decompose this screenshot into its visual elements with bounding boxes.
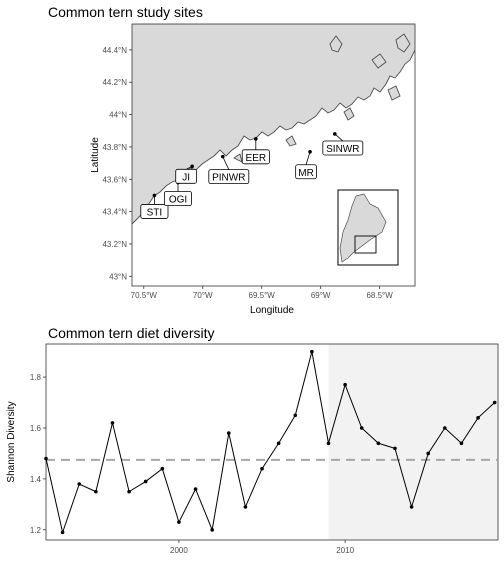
series-point xyxy=(44,457,48,461)
chart-title: Common tern diet diversity xyxy=(48,325,215,341)
series-point xyxy=(327,441,331,445)
chart-x-tick-label: 2010 xyxy=(336,546,354,555)
map-y-label: Latitude xyxy=(90,137,101,173)
series-point xyxy=(210,528,214,532)
series-point xyxy=(360,426,364,430)
series-point xyxy=(61,531,65,535)
map-x-ticks: 70.5°W 70°W 69.5°W 69°W 68.5°W xyxy=(131,286,394,300)
map-x-tick-label: 69°W xyxy=(311,291,331,300)
map-x-label: Longitude xyxy=(250,305,294,316)
chart-y-tick-label: 1.6 xyxy=(30,424,42,433)
site-marker xyxy=(190,165,194,169)
series-point xyxy=(77,482,81,486)
series-point xyxy=(94,490,98,494)
series-point xyxy=(310,350,314,354)
site-label: JI xyxy=(182,172,190,183)
series-point xyxy=(144,480,148,484)
series-point xyxy=(127,490,131,494)
site-marker xyxy=(333,132,337,136)
inset-map xyxy=(338,190,398,265)
series-point xyxy=(260,467,264,471)
series-point xyxy=(111,421,115,425)
site-marker xyxy=(308,150,312,154)
site-label: EER xyxy=(246,153,267,164)
site-label: OGI xyxy=(169,194,187,205)
chart-y-tick-label: 1.8 xyxy=(30,373,42,382)
chart-y-label: Shannon Diversity xyxy=(6,401,17,482)
series-point xyxy=(393,447,397,451)
map-title: Common tern study sites xyxy=(48,4,203,20)
shaded-period-rect xyxy=(329,345,498,540)
map-y-ticks: 44.4°N 44.2°N 44°N 43.8°N 43.6°N 43.4°N 43.2°N… xyxy=(102,46,132,281)
chart-y-tick-label: 1.2 xyxy=(30,526,42,535)
series-point xyxy=(244,505,248,509)
site-marker xyxy=(254,137,258,141)
map-y-tick-label: 44°N xyxy=(109,111,127,120)
map-y-tick-label: 44.2°N xyxy=(102,78,127,87)
site-label: STI xyxy=(147,207,163,218)
series-point xyxy=(293,413,297,417)
site-marker xyxy=(153,194,157,198)
map-y-tick-label: 44.4°N xyxy=(102,46,127,55)
series-point xyxy=(426,452,430,456)
series-point xyxy=(194,487,198,491)
series-point xyxy=(460,441,464,445)
series-point xyxy=(377,441,381,445)
chart-x-ticks: 2000 2010 xyxy=(170,540,355,555)
series-point xyxy=(410,505,414,509)
series-point xyxy=(277,441,281,445)
map-y-tick-label: 43.4°N xyxy=(102,208,127,217)
chart-shaded-period xyxy=(329,345,498,540)
chart-x-tick-label: 2000 xyxy=(170,546,188,555)
map-y-tick-label: 43.8°N xyxy=(102,143,127,152)
chart-y-tick-label: 1.4 xyxy=(30,475,42,484)
series-point xyxy=(476,416,480,420)
map-x-tick-label: 69.5°W xyxy=(249,291,276,300)
map-y-tick-label: 43.6°N xyxy=(102,175,127,184)
series-point xyxy=(177,520,181,524)
series-point xyxy=(161,467,165,471)
series-point xyxy=(227,431,231,435)
map-y-tick-label: 43°N xyxy=(109,272,127,281)
map-x-tick-label: 70°W xyxy=(193,291,213,300)
map-x-tick-label: 68.5°W xyxy=(366,291,393,300)
site-marker xyxy=(221,155,225,159)
series-point xyxy=(443,426,447,430)
site-label: PINWR xyxy=(212,173,245,184)
chart-y-ticks: 1.2 1.4 1.6 1.8 xyxy=(30,373,46,535)
site-label: MR xyxy=(298,168,314,179)
map-y-tick-label: 43.2°N xyxy=(102,240,127,249)
series-point xyxy=(343,383,347,387)
series-point xyxy=(493,401,497,405)
map-x-tick-label: 70.5°W xyxy=(131,291,158,300)
site-label: SINWR xyxy=(326,144,359,155)
